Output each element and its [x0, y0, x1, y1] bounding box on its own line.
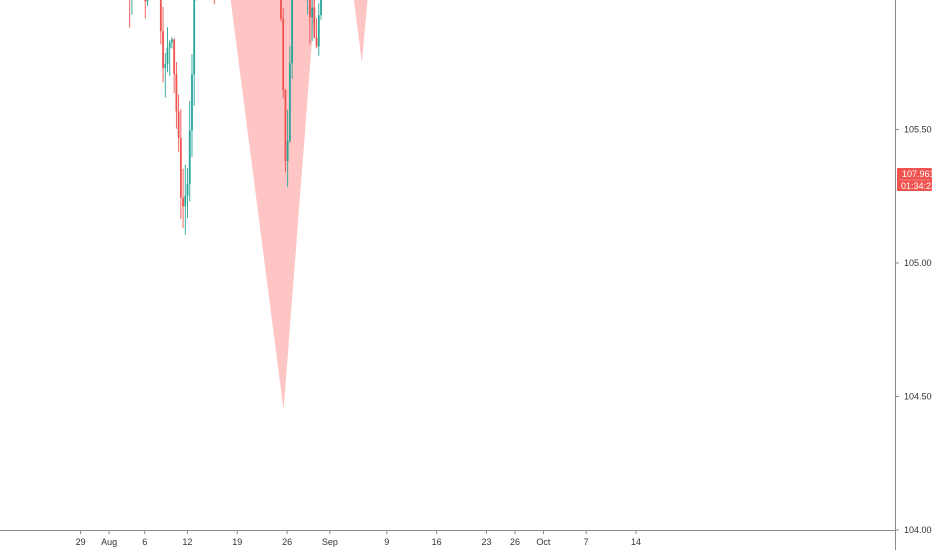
candle-body [317, 15, 320, 47]
candle-body [184, 195, 187, 207]
current-price-tag: 107.961 01:34:23 [897, 168, 932, 191]
candle-body [280, 0, 282, 19]
candle-body [146, 0, 149, 2]
time-axis-tick-label: Aug [101, 537, 117, 547]
candle-body [193, 0, 196, 75]
candle-body [168, 42, 171, 48]
candle-body [164, 63, 167, 68]
time-axis-tick-label: Sep [322, 537, 338, 547]
candle-body [191, 74, 193, 131]
time-axis-tick-label: 26 [282, 537, 292, 547]
candle-body [309, 0, 311, 18]
candle-body [284, 90, 287, 162]
candle-body [162, 31, 164, 68]
price-axis-tick-label: 104.000 [904, 525, 932, 535]
candle-body [313, 7, 316, 38]
candle-body [315, 37, 318, 47]
time-axis-tick-label: 14 [631, 537, 641, 547]
time-axis-tick-label: 7 [584, 537, 589, 547]
pattern-triangle-bcd [353, 0, 368, 63]
candle-body [177, 111, 180, 139]
candle-body [186, 183, 189, 196]
candle-body [171, 39, 173, 43]
candles-layer [129, 0, 322, 235]
time-axis-tick-label: Oct [536, 537, 551, 547]
candle-body [320, 0, 322, 16]
candle-body [311, 7, 314, 18]
time-axis-tick-label: 29 [76, 537, 86, 547]
current-price-label: 107.961 [902, 169, 932, 179]
price-axis-tick-label: 106.000 [904, 0, 932, 1]
candle-body [188, 130, 191, 184]
candle-body [159, 0, 162, 32]
price-axis-tick-label: 104.500 [904, 392, 932, 402]
time-axis-tick-label: 23 [481, 537, 491, 547]
candle-body [173, 39, 176, 75]
candle-body [286, 141, 289, 162]
time-axis-tick-label: 9 [384, 537, 389, 547]
candle-body [179, 138, 182, 198]
time-axis-tick-label: 26 [510, 537, 520, 547]
time-axis-tick-label: 12 [182, 537, 192, 547]
candle-body [291, 0, 294, 64]
time-axis[interactable]: 29 Aug 6 12 19 26 Sep 9 16 23 26 Oct 7 14 [76, 530, 641, 547]
candle-body [282, 18, 285, 91]
harmonic-pattern-layer [230, 0, 368, 410]
candle-body [166, 47, 169, 64]
time-axis-tick-label: 16 [432, 537, 442, 547]
time-axis-tick-label: 6 [142, 537, 147, 547]
pattern-triangle-xab [230, 0, 316, 410]
price-axis[interactable]: 104.000104.500105.000105.500106.000106.5… [895, 0, 932, 535]
candle-body [288, 63, 291, 142]
candle-body [175, 74, 178, 112]
price-axis-tick-label: 105.500 [904, 125, 932, 135]
time-axis-tick-label: 19 [232, 537, 242, 547]
candle-body [144, 0, 147, 2]
candle-body [182, 197, 184, 207]
current-price-tag-background [897, 168, 932, 191]
bar-countdown-label: 01:34:23 [901, 181, 932, 191]
price-axis-tick-label: 105.000 [904, 258, 932, 268]
